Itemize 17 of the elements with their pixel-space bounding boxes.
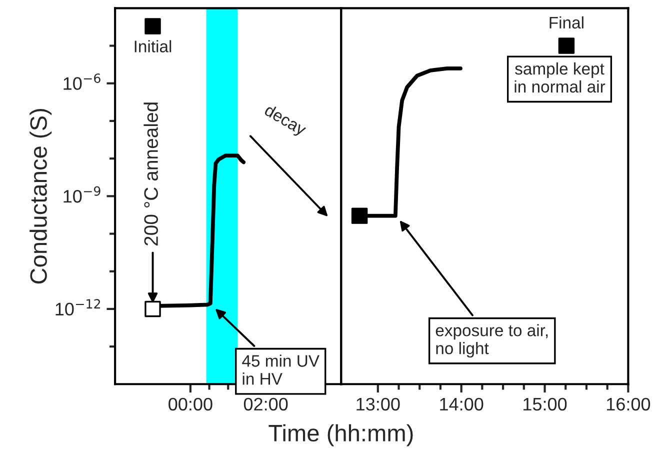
y-tick-label: 10$^{−12}$ <box>56 299 100 316</box>
y-axis-title: Conductance (S) <box>30 109 52 284</box>
x-tick-label: 00:00 <box>168 398 212 411</box>
annotation: 200 °C annealed <box>144 102 158 246</box>
annotation: sample kept in normal air <box>514 62 606 93</box>
annotation: exposure to air, no light <box>436 324 548 358</box>
annotation: Initial <box>134 40 172 52</box>
x-tick-label: 14:00 <box>440 398 484 411</box>
y-tick-label: 10$^{−6}$ <box>64 73 100 90</box>
x-tick-label: 16:00 <box>606 398 650 411</box>
x-tick-label: 02:00 <box>244 398 288 411</box>
annotation: 45 min UV in HV <box>242 354 320 385</box>
x-axis-title: Time (hh:mm) <box>268 424 413 446</box>
x-tick-label: 15:00 <box>524 398 567 411</box>
x-tick-label: 13:00 <box>356 398 400 411</box>
y-tick-label: 10$^{−9}$ <box>64 186 100 203</box>
annotation: Final <box>550 16 584 29</box>
